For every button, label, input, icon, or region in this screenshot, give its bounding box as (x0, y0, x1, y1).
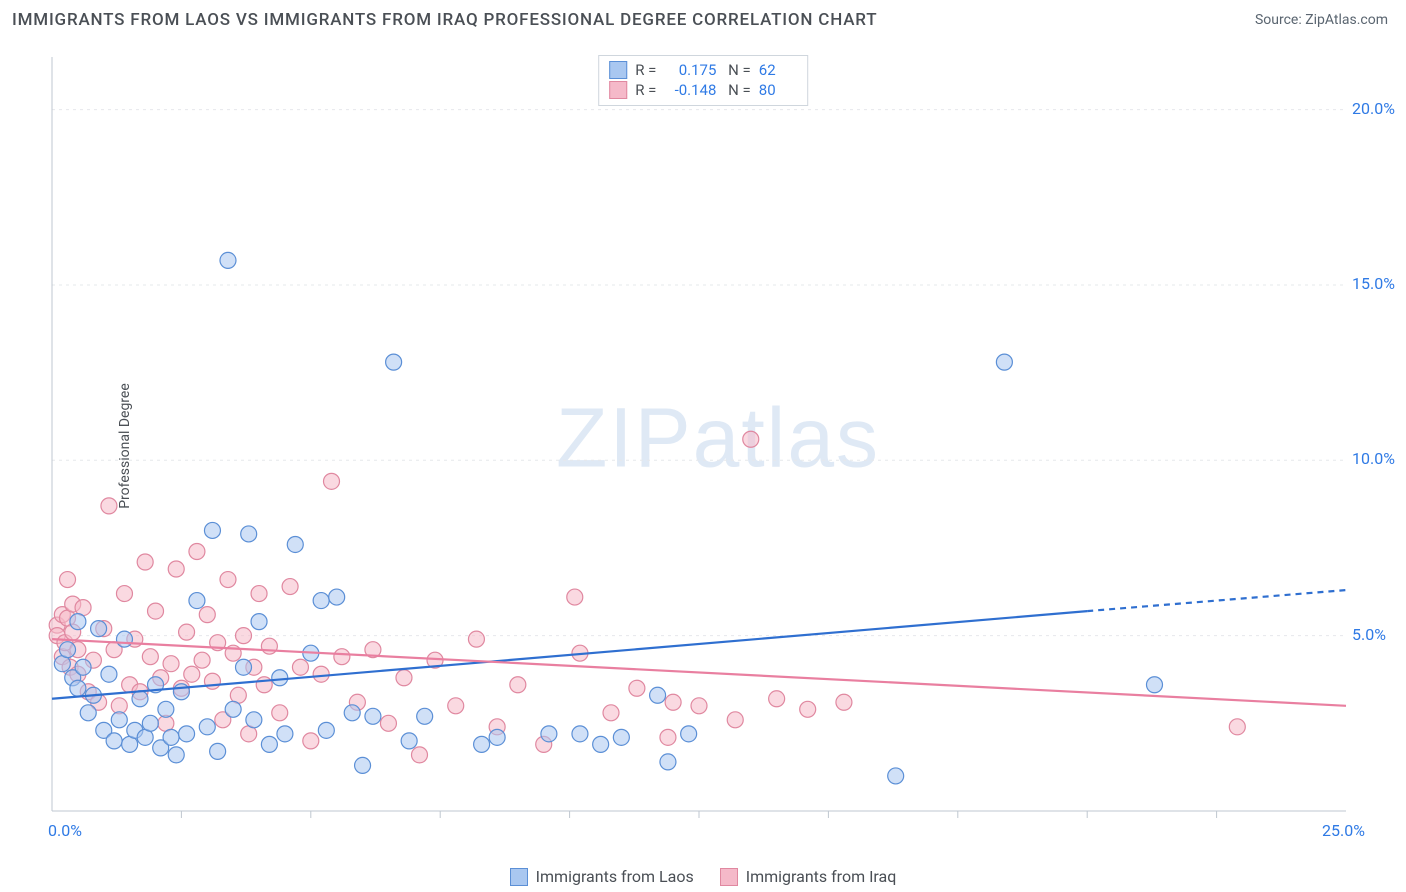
laos-swatch (609, 61, 627, 79)
iraq-swatch (609, 81, 627, 99)
legend-label-iraq: Immigrants from Iraq (746, 867, 897, 886)
x-tick-label: 25.0% (1322, 821, 1365, 840)
series-legend: Immigrants from Laos Immigrants from Ira… (0, 867, 1406, 886)
chart-title: IMMIGRANTS FROM LAOS VS IMMIGRANTS FROM … (12, 10, 877, 30)
correlation-legend: R = 0.175 N = 62 R = -0.148 N = 80 (598, 55, 808, 106)
correlation-row-iraq: R = -0.148 N = 80 (609, 80, 793, 100)
laos-swatch-icon (510, 868, 528, 886)
legend-item-iraq: Immigrants from Iraq (720, 867, 897, 886)
chart-area: Professional Degree ZIPatlas (48, 55, 1388, 837)
iraq-r-value: -0.148 (664, 80, 716, 100)
correlation-row-laos: R = 0.175 N = 62 (609, 60, 793, 80)
y-tick-label: 15.0% (1352, 274, 1395, 293)
iraq-n-value: 80 (759, 80, 793, 100)
laos-r-value: 0.175 (664, 60, 716, 80)
scatter-plot (48, 55, 1388, 837)
iraq-swatch-icon (720, 868, 738, 886)
y-tick-label: 20.0% (1352, 99, 1395, 118)
y-tick-label: 10.0% (1352, 449, 1395, 468)
chart-source: Source: ZipAtlas.com (1255, 12, 1388, 28)
y-tick-label: 5.0% (1352, 625, 1386, 644)
legend-item-laos: Immigrants from Laos (510, 867, 694, 886)
legend-label-laos: Immigrants from Laos (536, 867, 694, 886)
x-tick-label: 0.0% (48, 821, 82, 840)
laos-n-value: 62 (759, 60, 793, 80)
chart-header: IMMIGRANTS FROM LAOS VS IMMIGRANTS FROM … (0, 0, 1406, 38)
